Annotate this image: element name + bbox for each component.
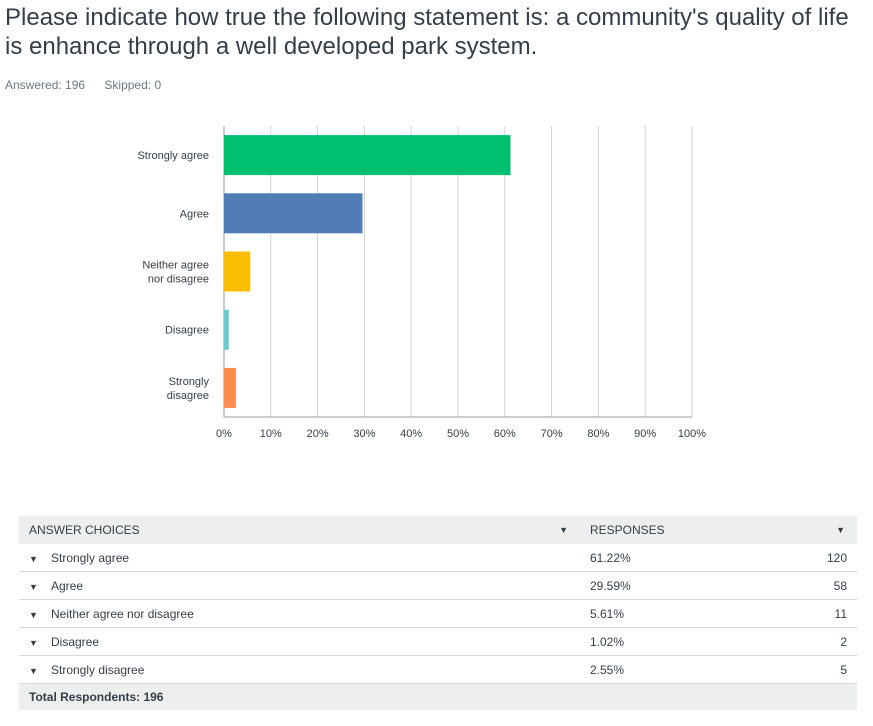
x-tick-label: 30% — [353, 428, 375, 440]
table-row: ▼ Disagree 1.02% 2 — [19, 627, 857, 656]
response-percent: 5.61% — [580, 599, 800, 628]
choice-label: Strongly disagree — [51, 662, 145, 677]
choice-label: Neither agree nor disagree — [51, 606, 194, 621]
table-row: ▼ Strongly disagree 2.55% 5 — [19, 655, 857, 684]
expand-caret-icon[interactable]: ▼ — [29, 637, 38, 648]
x-tick-label: 50% — [447, 428, 469, 440]
responses-header-label: RESPONSES — [590, 523, 665, 537]
x-tick-label: 40% — [400, 428, 422, 440]
x-tick-label: 0% — [216, 428, 232, 440]
response-percent: 61.22% — [580, 544, 800, 572]
bar — [224, 193, 363, 234]
x-tick-label: 90% — [634, 428, 656, 440]
category-label: Disagree — [165, 325, 209, 337]
expand-caret-icon[interactable]: ▼ — [29, 665, 38, 676]
answer-choices-header-label: ANSWER CHOICES — [29, 523, 140, 537]
category-label: Neither agree nor disagree — [142, 260, 209, 286]
bar — [224, 251, 251, 292]
x-tick-label: 70% — [541, 428, 563, 440]
choice-label: Strongly agree — [51, 550, 130, 565]
question-title: Please indicate how true the following s… — [5, 4, 849, 60]
x-tick-label: 10% — [260, 428, 282, 440]
total-row: Total Respondents: 196 — [19, 683, 857, 710]
response-count: 5 — [800, 655, 857, 684]
skipped-count: Skipped: 0 — [104, 78, 162, 92]
table-row: ▼ Strongly agree 61.22% 120 — [19, 544, 857, 572]
response-count: 120 — [800, 544, 857, 572]
table-row: ▼ Neither agree nor disagree 5.61% 11 — [19, 599, 857, 628]
bar — [224, 367, 236, 408]
x-tick-label: 100% — [678, 428, 706, 440]
table-row: ▼ Agree 29.59% 58 — [19, 571, 857, 600]
expand-caret-icon[interactable]: ▼ — [29, 553, 38, 564]
sort-icon[interactable]: ▼ — [559, 525, 568, 535]
total-respondents: Total Respondents: 196 — [19, 683, 857, 710]
sort-icon[interactable]: ▼ — [836, 525, 845, 535]
category-label: Strongly disagree — [167, 376, 210, 402]
response-percent: 2.55% — [580, 655, 800, 684]
response-stats: Answered: 196 Skipped: 0 — [5, 78, 177, 92]
category-label: Strongly agree — [137, 150, 209, 162]
x-tick-label: 60% — [494, 428, 516, 440]
bar — [224, 309, 229, 350]
choice-label: Disagree — [51, 634, 100, 649]
expand-caret-icon[interactable]: ▼ — [29, 581, 38, 592]
expand-caret-icon[interactable]: ▼ — [29, 609, 38, 620]
x-tick-label: 80% — [587, 428, 609, 440]
bar — [224, 135, 511, 176]
bar-chart: 0% 10% 20% 30% 40% 50% 60% 70% 80% 90% 100% Strongl… — [137, 126, 706, 440]
responses-header[interactable]: RESPONSES ▼ — [580, 516, 857, 544]
answered-count: Answered: 196 — [5, 78, 86, 92]
choice-label: Agree — [51, 578, 84, 593]
response-percent: 29.59% — [580, 571, 800, 600]
response-percent: 1.02% — [580, 627, 800, 656]
response-count: 11 — [800, 599, 857, 628]
response-count: 2 — [800, 627, 857, 656]
answer-choices-header[interactable]: ANSWER CHOICES ▼ — [19, 516, 580, 544]
category-label: Agree — [180, 208, 209, 220]
x-tick-label: 20% — [307, 428, 329, 440]
responses-table: ANSWER CHOICES ▼ RESPONSES ▼ ▼ Strongly a… — [19, 516, 857, 710]
response-count: 58 — [800, 571, 857, 600]
